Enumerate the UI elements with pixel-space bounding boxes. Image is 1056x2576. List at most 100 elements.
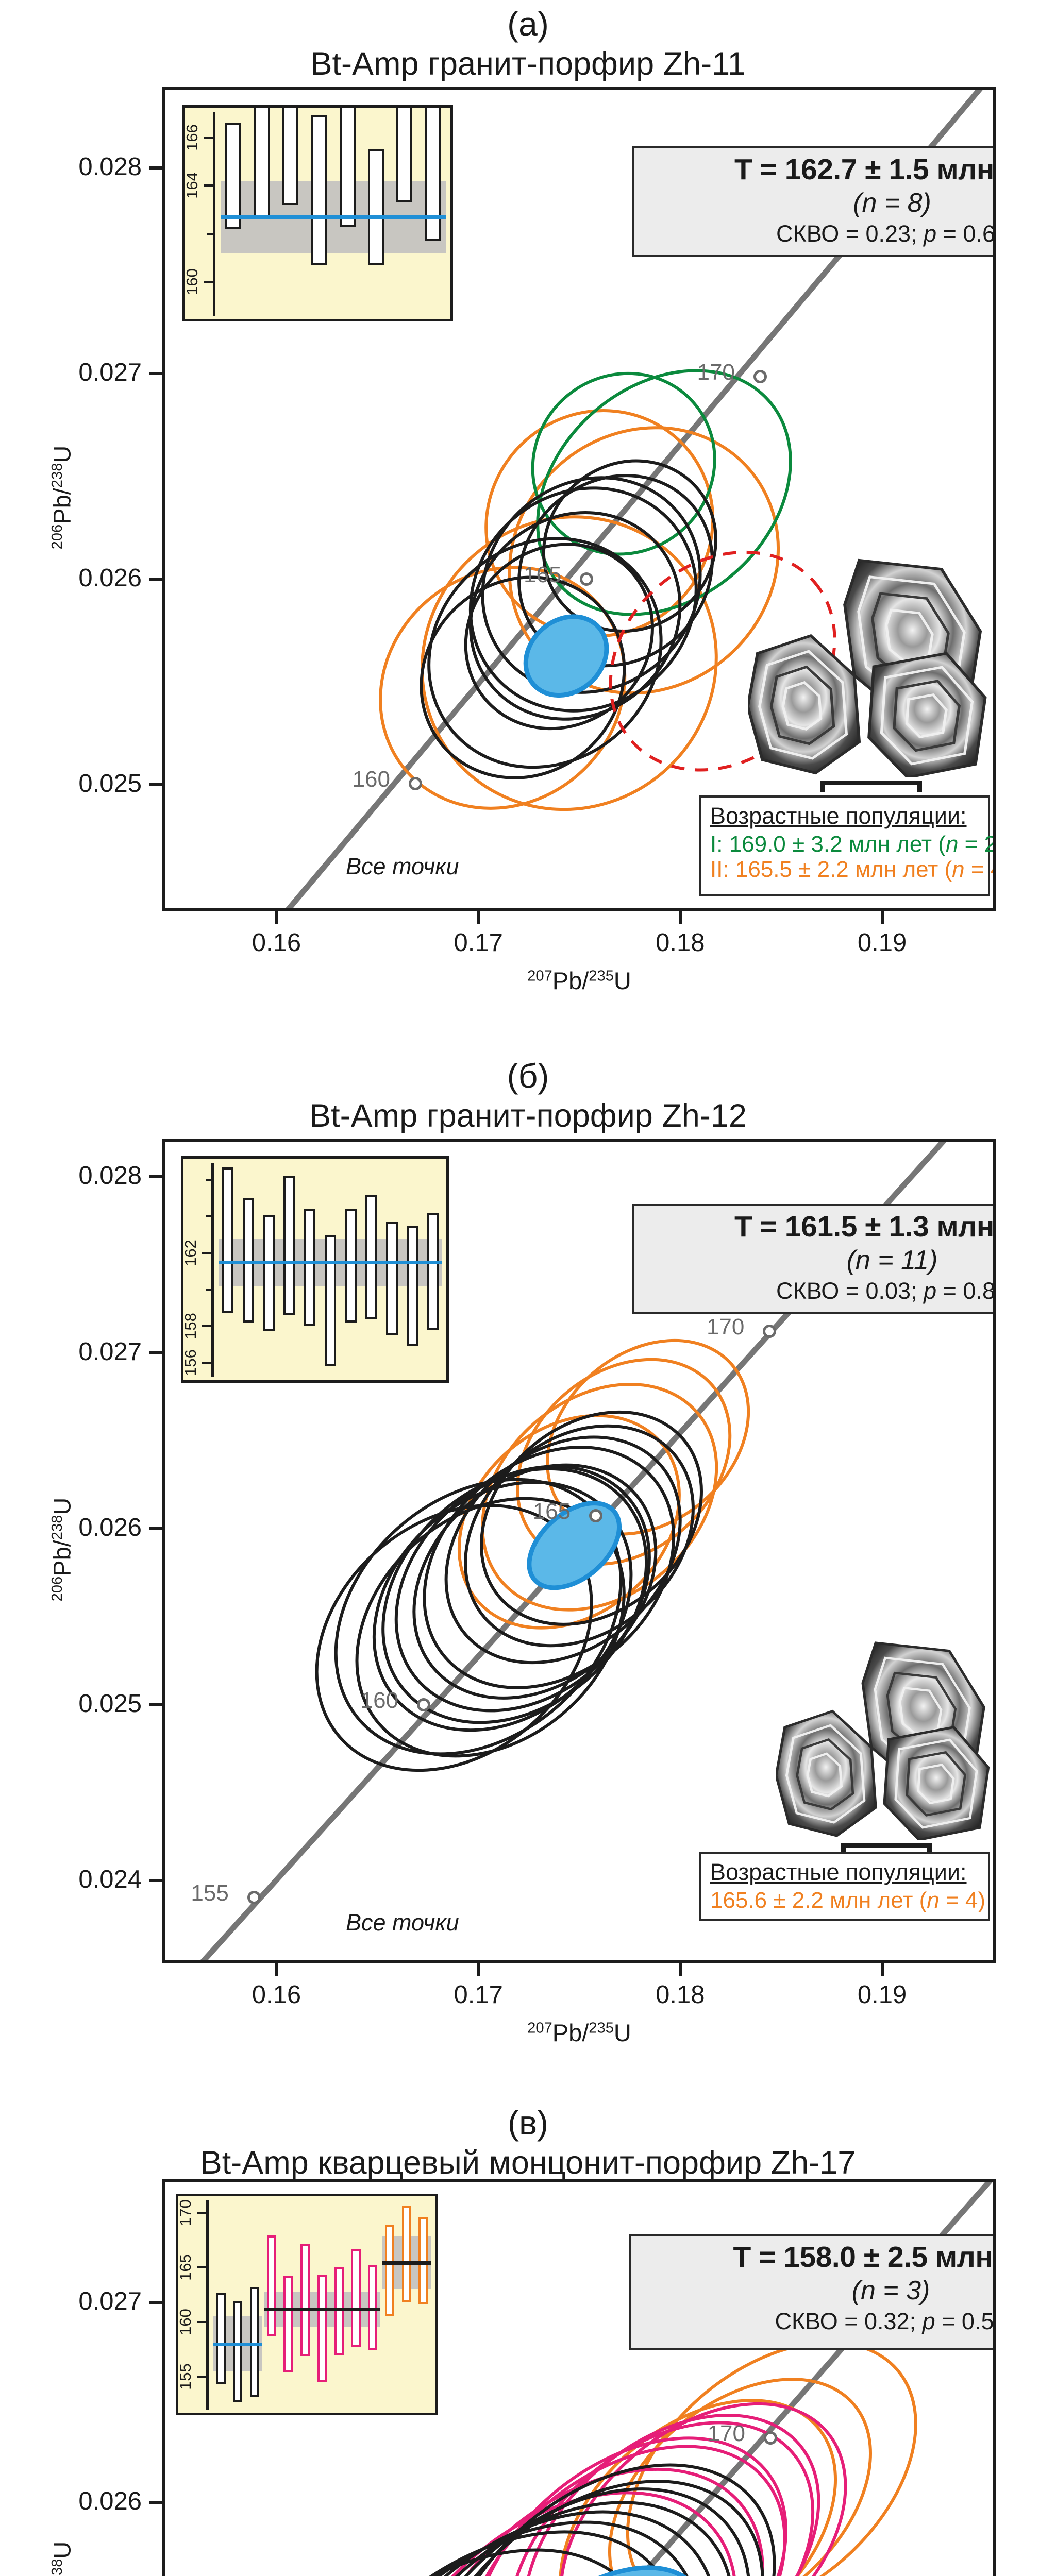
zircon-grain (746, 634, 861, 775)
zircon-zoning-outline (806, 1752, 843, 1798)
annotation-b: Все точки (346, 1909, 459, 1936)
inset-y-tick (202, 1361, 211, 1364)
weighted-mean-bar (254, 108, 270, 217)
legend-population-1: 165.6 ± 2.2 млн лет (n = 4) (710, 1888, 986, 1913)
weighted-mean-bar (317, 2275, 327, 2382)
weighted-mean-line (264, 2307, 380, 2311)
error-ellipse (421, 2480, 764, 2576)
x-axis-tick-label: 0.18 (656, 1981, 705, 2009)
error-ellipse (427, 537, 663, 769)
weighted-mean-bar (242, 1198, 254, 1323)
panel-b: (б) Bt-Amp гранит-порфир Zh-12 170 165 160… (0, 1041, 1056, 2097)
concordia-marker-label: 165 (532, 1498, 571, 1524)
y-axis-tick (149, 1879, 162, 1883)
zircon-zoning-outline (894, 1738, 978, 1829)
error-ellipse (468, 486, 698, 713)
weighted-mean-inset-c: 155 160 165 170 (176, 2194, 438, 2415)
weighted-mean-bar (225, 123, 242, 229)
weighted-mean-bar (283, 1176, 295, 1315)
weighted-mean-inset-a: 160 164 166 (182, 105, 453, 321)
panel-c-title: Bt-Amp кварцевый монцонит-порфир Zh-17 (200, 2145, 856, 2181)
concordia-age-ellipse (527, 1501, 622, 1590)
weighted-mean-bar (311, 115, 327, 265)
error-ellipse (481, 1383, 718, 1612)
inset-y-tick (197, 2321, 206, 2323)
error-ellipse (471, 2436, 787, 2576)
weighted-mean-bar (304, 1209, 316, 1326)
weighted-mean-bar (282, 108, 298, 205)
age-sample-count: (n = 11) (846, 1245, 938, 1275)
weighted-mean-bar (407, 1225, 418, 1346)
plot-area-b: 170 165 160 155 Все точки 156 158 162 T = 161.5 … (162, 1139, 996, 1963)
inset-y-tick (204, 281, 213, 283)
y-axis-tick (149, 783, 162, 786)
legend-population-1: I: 169.0 ± 3.2 млн лет (n = 2) (710, 832, 993, 857)
panel-a: (а) Bt-Amp гранит-порфир Zh-11 175170165… (0, 0, 1056, 1041)
x-axis-tick-label: 0.18 (656, 929, 705, 957)
x-axis-tick-label: 0.16 (252, 929, 301, 957)
error-ellipse (626, 2341, 917, 2576)
concordia-marker-label: 170 (707, 2421, 745, 2446)
weighted-mean-bar (418, 2217, 428, 2304)
x-axis-tick-label: 0.19 (857, 929, 907, 957)
y-axis-tick-label: 0.027 (78, 1337, 142, 1366)
y-axis-tick (149, 577, 162, 581)
concordia-marker-dot (753, 370, 767, 384)
weighted-mean-bar (345, 1209, 357, 1323)
weighted-mean-bar (386, 1222, 398, 1335)
error-ellipse (403, 2487, 751, 2576)
y-axis-tick-label: 0.027 (78, 2287, 142, 2315)
legend-header: Возрастные популяции: (710, 1859, 967, 1885)
inset-y-tick-label: 160 (183, 268, 201, 296)
x-axis-tick (477, 911, 480, 924)
error-ellipse (559, 2402, 847, 2576)
error-ellipse (523, 2414, 820, 2576)
age-sample-count: (n = 8) (853, 188, 931, 218)
weighted-mean-bar (396, 108, 413, 202)
zircon-zoning-outline (785, 1724, 866, 1824)
zircon-zoning-outline (796, 1738, 854, 1811)
error-ellipse (542, 459, 717, 633)
error-ellipse (480, 1410, 703, 1626)
x-axis-tick (275, 911, 278, 924)
inset-y-tick (206, 1288, 211, 1291)
weighted-mean-bar (283, 2276, 293, 2372)
x-axis-tick-label: 0.17 (454, 929, 503, 957)
error-ellipse (334, 1478, 623, 1756)
weighted-mean-bar (324, 1234, 337, 1366)
y-axis-tick-label: 0.028 (78, 152, 142, 181)
weighted-mean-bar (300, 2244, 310, 2356)
concordia-marker-label: 160 (352, 766, 390, 792)
error-ellipse (412, 1463, 658, 1700)
error-ellipse (421, 515, 718, 811)
age-sample-count: (n = 3) (851, 2276, 930, 2306)
weighted-mean-line (221, 215, 446, 219)
scale-bar-cap-left (820, 781, 825, 792)
concordia-marker-dot (409, 776, 422, 790)
panel-b-letter: (б) (507, 1057, 549, 1095)
concordia-marker-label: 160 (360, 1687, 399, 1713)
weighted-mean-bar (365, 1194, 377, 1319)
y-axis-tick (149, 1175, 162, 1179)
panel-c-letter: (в) (507, 2104, 549, 2142)
weighted-mean-bar (222, 1167, 234, 1313)
concordia-marker-label: 155 (191, 1880, 229, 1906)
zircon-zoning-outline (917, 1764, 955, 1805)
scale-bar-line (820, 781, 923, 785)
weighted-mean-bar (263, 1214, 275, 1332)
inset-y-tick-label: 158 (181, 1312, 199, 1340)
concordia-age-ellipse (523, 614, 609, 698)
weighted-mean-bar (232, 2301, 243, 2402)
inset-y-axis (213, 112, 215, 316)
inset-y-tick-label: 164 (183, 172, 201, 199)
inset-y-tick (206, 1179, 211, 1181)
inset-y-tick (204, 184, 213, 187)
age-statistics: СКВО = 0.23; p = 0.63 (776, 221, 993, 247)
inset-y-tick (204, 136, 213, 139)
x-axis-tick (880, 1963, 884, 1976)
x-axis-tick-label: 0.16 (252, 1981, 301, 2009)
error-ellipse (531, 371, 716, 556)
